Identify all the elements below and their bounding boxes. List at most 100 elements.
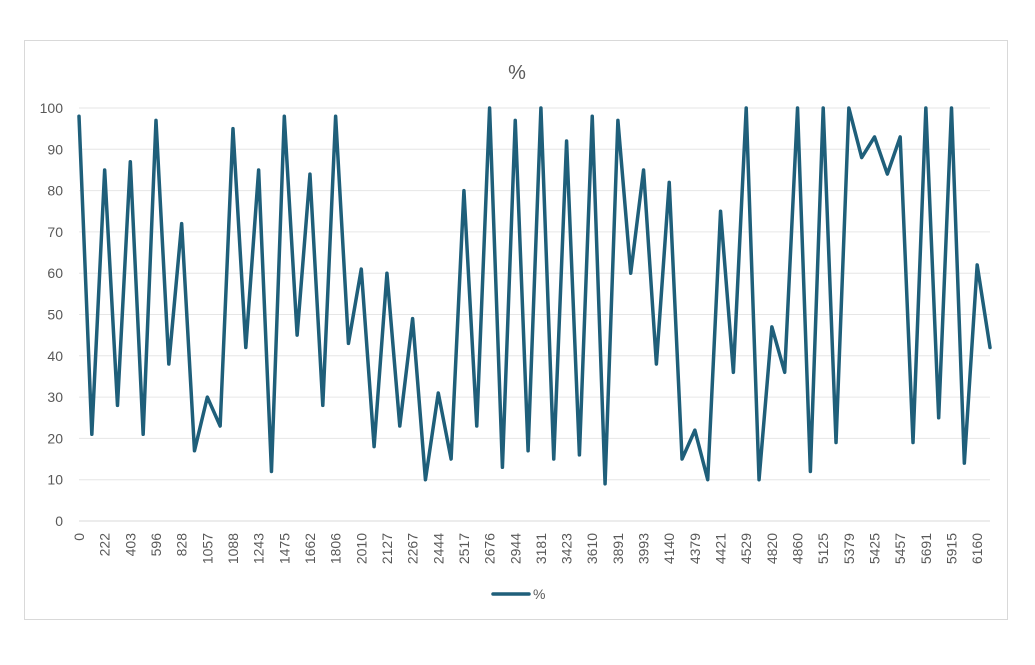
x-tick-label: 3423	[559, 533, 575, 564]
data-point	[219, 425, 221, 427]
x-tick-label: 222	[97, 533, 113, 557]
x-tick-label: 596	[148, 533, 164, 557]
x-tick-label: 2944	[507, 533, 523, 564]
data-point	[142, 433, 144, 436]
y-tick-label: 60	[47, 265, 63, 281]
x-tick-label: 2517	[456, 533, 472, 564]
data-point	[116, 404, 119, 407]
x-tick-label: 4820	[764, 533, 780, 564]
x-tick-label: 5691	[918, 533, 934, 564]
x-tick-label: 0	[71, 533, 87, 541]
data-point	[540, 107, 542, 109]
data-point	[873, 136, 876, 138]
x-tick-label: 2010	[353, 533, 369, 564]
data-point	[386, 272, 388, 274]
data-point	[642, 169, 645, 171]
data-point	[103, 169, 106, 171]
x-tick-label: 1806	[328, 533, 344, 564]
data-point	[129, 160, 132, 163]
y-tick-label: 50	[47, 307, 63, 323]
data-point	[296, 334, 298, 336]
data-point	[398, 425, 401, 427]
data-point	[347, 342, 350, 345]
x-tick-label: 828	[174, 533, 190, 557]
x-tick-label: 4140	[661, 533, 677, 564]
data-point	[655, 363, 658, 365]
data-point	[629, 272, 632, 274]
data-point	[937, 416, 940, 419]
data-point	[745, 107, 748, 109]
data-point	[437, 392, 440, 394]
data-point	[78, 115, 80, 118]
x-tick-label: 2127	[379, 533, 395, 564]
y-axis-ticks: 0 10 20 30 40 50 60 70 80 90 100	[40, 100, 64, 529]
data-point	[732, 371, 735, 374]
data-point	[668, 181, 671, 184]
x-tick-label: 5379	[841, 533, 857, 564]
data-point	[783, 371, 786, 374]
y-tick-label: 70	[47, 224, 63, 240]
data-point	[976, 264, 978, 266]
data-point	[168, 363, 170, 365]
data-point	[206, 396, 209, 398]
x-tick-label: 403	[122, 533, 138, 557]
data-point	[309, 173, 311, 175]
x-tick-label: 1088	[225, 533, 241, 564]
data-point	[450, 458, 452, 460]
data-point	[989, 346, 991, 349]
data-point	[899, 136, 901, 138]
data-point	[835, 441, 837, 444]
data-point	[488, 107, 491, 109]
data-point	[694, 429, 696, 431]
data-point	[950, 107, 953, 109]
line-chart: % 0 10 20 30 40 50 60 70 80 90 100 0 222 403 596 828 10…	[40, 62, 992, 602]
chart-area: % 0 10 20 30 40 50 60 70 80 90 100 0 222 403 596 828 10…	[24, 40, 1008, 620]
data-point	[771, 326, 773, 328]
legend-label: %	[533, 586, 545, 602]
x-tick-label: 6160	[969, 533, 985, 564]
data-point	[463, 189, 465, 192]
data-point	[91, 433, 93, 436]
data-point	[501, 466, 504, 469]
data-point	[925, 107, 927, 109]
data-point	[963, 462, 966, 464]
x-tick-label: 3891	[610, 533, 626, 564]
data-point	[809, 470, 812, 473]
x-tick-label: 4860	[790, 533, 806, 564]
x-tick-label: 1243	[251, 533, 267, 564]
data-point	[232, 127, 234, 130]
series-line	[77, 106, 992, 486]
x-tick-label: 1475	[276, 533, 292, 564]
x-tick-label: 3993	[636, 533, 652, 564]
x-tick-label: 4379	[687, 533, 703, 564]
data-point	[758, 478, 760, 481]
data-point	[283, 115, 286, 118]
data-point	[706, 478, 709, 481]
x-tick-label: 4529	[738, 533, 754, 564]
chart-title: %	[508, 62, 526, 84]
x-tick-label: 5125	[815, 533, 831, 564]
data-point	[360, 268, 363, 270]
data-point	[514, 119, 517, 122]
y-tick-label: 10	[47, 472, 63, 488]
data-point	[193, 449, 196, 452]
data-point	[719, 210, 722, 213]
data-point	[270, 470, 273, 473]
data-point	[578, 454, 581, 456]
x-tick-label: 2267	[405, 533, 421, 564]
data-point	[373, 445, 375, 448]
plot-area	[77, 106, 992, 486]
data-point	[886, 173, 889, 175]
x-tick-label: 4421	[713, 533, 729, 564]
data-point	[245, 346, 247, 349]
data-point	[475, 425, 478, 427]
x-tick-label: 5425	[867, 533, 883, 564]
data-point	[848, 107, 850, 109]
data-point	[527, 449, 529, 452]
data-point	[604, 483, 606, 485]
data-point	[860, 156, 863, 159]
y-tick-label: 0	[55, 513, 63, 529]
legend: %	[491, 586, 545, 602]
x-tick-label: 3181	[533, 533, 549, 564]
data-point	[321, 404, 324, 407]
